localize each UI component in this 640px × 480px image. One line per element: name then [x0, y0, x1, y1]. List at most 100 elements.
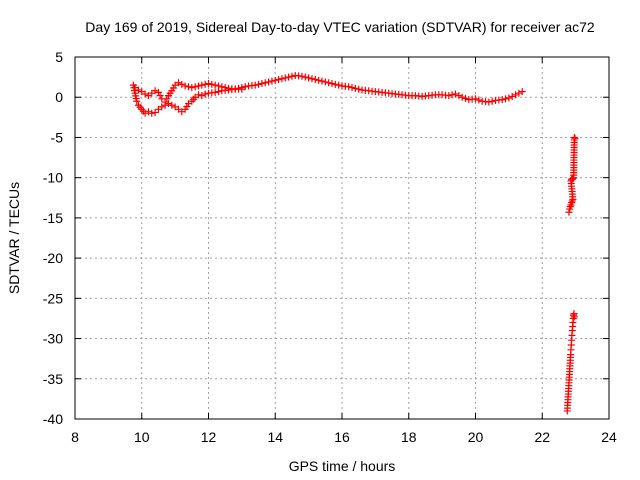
data-point [475, 96, 483, 104]
data-point [201, 90, 209, 98]
data-point [411, 92, 419, 100]
data-point [231, 85, 239, 93]
data-point [215, 82, 223, 90]
data-point [512, 91, 520, 99]
data-point [301, 73, 309, 81]
data-point [448, 91, 456, 99]
data-point [345, 83, 353, 91]
data-point [191, 83, 199, 91]
data-point [385, 89, 393, 97]
data-point [268, 77, 276, 85]
x-tick-label: 22 [534, 429, 550, 445]
x-tick-label: 20 [468, 429, 484, 445]
data-point [133, 97, 141, 105]
data-point [198, 81, 206, 89]
y-tick-label: -30 [43, 331, 63, 347]
data-point [518, 88, 526, 96]
data-point [161, 98, 169, 106]
data-point [308, 75, 316, 83]
data-point [278, 75, 286, 83]
data-point [211, 88, 219, 96]
data-point [391, 90, 399, 98]
data-point [371, 88, 379, 96]
data-point [351, 84, 359, 92]
data-point [425, 92, 433, 100]
data-point [181, 105, 189, 113]
ticks: 8 10 12 14 16 18 20 22 24 5 0 -5 -10 -15 -20 -25 -30 -35 -… [43, 49, 617, 445]
data-point [502, 95, 510, 103]
y-tick-label: -10 [43, 170, 63, 186]
data-point [275, 76, 283, 84]
series-upper-branch [156, 80, 243, 103]
data-point [325, 79, 333, 87]
data-point [568, 175, 576, 183]
grid [75, 57, 609, 419]
data-point [568, 199, 576, 207]
data-point [492, 96, 500, 104]
data-point [251, 81, 259, 89]
y-tick-label: -35 [43, 371, 63, 387]
data-point [451, 90, 459, 98]
data-point [198, 92, 206, 100]
data-point [245, 82, 253, 90]
x-tick-label: 14 [267, 429, 283, 445]
data-point [288, 72, 296, 80]
data-point [225, 84, 233, 92]
data-point [508, 92, 516, 100]
data-point [164, 92, 172, 100]
data-point [378, 88, 386, 96]
data-point [478, 97, 486, 105]
data-point [331, 80, 339, 88]
y-tick-label: 0 [55, 89, 63, 105]
data-point [221, 84, 229, 92]
data-point [570, 174, 578, 182]
data-point [141, 109, 149, 117]
y-tick-label: 5 [55, 49, 63, 65]
data-point [358, 86, 366, 94]
data-point [318, 77, 326, 85]
data-point [144, 108, 152, 116]
data-point [305, 74, 313, 82]
data-point [188, 84, 196, 92]
data-point [255, 80, 263, 88]
data-point [151, 87, 159, 95]
x-tick-label: 24 [601, 429, 617, 445]
y-tick-label: -15 [43, 210, 63, 226]
data-point [194, 91, 202, 99]
data-point [258, 80, 266, 88]
data-point [298, 72, 306, 80]
data-point [265, 78, 273, 86]
data-point [365, 87, 373, 95]
data-point [184, 83, 192, 91]
x-tick-label: 16 [334, 429, 350, 445]
data-point [174, 79, 182, 87]
data-point [431, 91, 439, 99]
data-point [565, 208, 573, 216]
data-point [168, 101, 176, 109]
x-tick-label: 12 [201, 429, 217, 445]
data-point [568, 197, 576, 205]
data-point [398, 91, 406, 99]
data-point [566, 203, 574, 211]
data-point [335, 81, 343, 89]
data-point [134, 101, 142, 109]
y-tick-label: -20 [43, 250, 63, 266]
data-point [348, 84, 356, 92]
data-point [569, 174, 577, 182]
data-point [328, 80, 336, 88]
data-point [164, 100, 172, 108]
y-tick-label: -25 [43, 290, 63, 306]
data-point [188, 97, 196, 105]
data-point [148, 109, 156, 117]
y-tick-label: -5 [51, 129, 64, 145]
data-point [205, 80, 212, 88]
x-tick-label: 18 [401, 429, 417, 445]
data-point [211, 81, 219, 89]
data-point [315, 76, 323, 84]
data-point [271, 76, 279, 84]
data-point [355, 85, 363, 93]
data-point [178, 80, 186, 88]
data-point [168, 87, 176, 95]
data-point [154, 88, 162, 96]
